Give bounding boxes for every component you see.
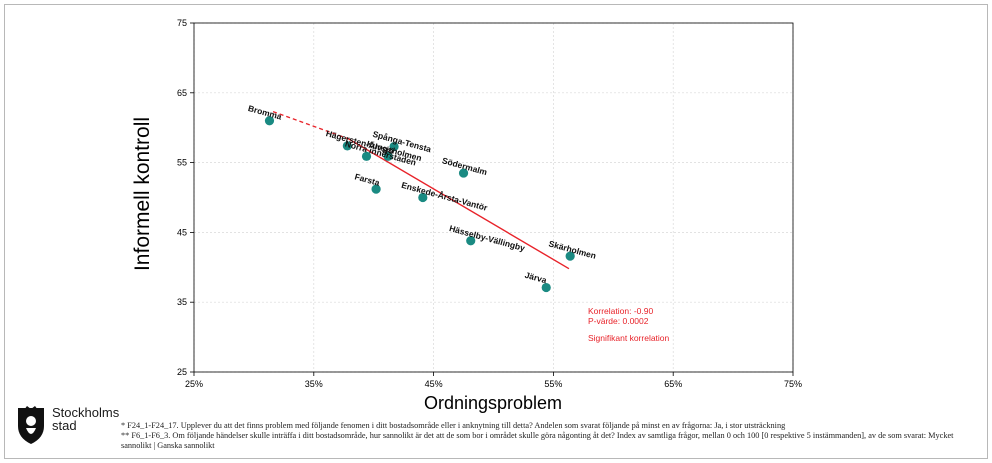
correlation-stats: Korrelation: -0.90 P-värde: 0.0002 Signi… <box>588 306 669 343</box>
logo-line-1: Stockholms <box>52 405 120 420</box>
trend-line <box>272 110 570 270</box>
x-axis-ticks: 25% 35% 45% 55% 65% 75% <box>185 372 802 389</box>
data-point <box>342 141 352 151</box>
correlation-value: Korrelation: -0.90 <box>588 306 654 316</box>
x-axis-label: Ordningsproblem <box>423 393 563 413</box>
point-label: Enskede-Årsta-Vantör <box>400 180 489 213</box>
y-tick-label: 55 <box>177 158 187 168</box>
footnote-2: ** F6_1-F6_3. Om följande händelser skul… <box>121 431 954 451</box>
logo-line-2: stad <box>52 418 77 433</box>
x-tick-label: 35% <box>305 379 323 389</box>
data-point <box>389 141 399 152</box>
y-tick-label: 35 <box>177 297 187 307</box>
data-point <box>361 151 372 161</box>
data-point <box>458 168 469 178</box>
y-axis-ticks: 25 35 45 55 65 75 <box>177 18 194 377</box>
x-tick-label: 55% <box>544 379 562 389</box>
data-point <box>541 282 551 293</box>
data-point <box>264 116 275 126</box>
y-axis-label: Informell kontroll <box>131 116 154 272</box>
x-tick-label: 65% <box>664 379 682 389</box>
data-point <box>466 236 476 246</box>
x-tick-label: 75% <box>784 379 802 389</box>
point-label: Farsta <box>354 171 382 187</box>
stockholms-stad-logo: Stockholms stad <box>16 404 136 448</box>
point-label: Hässelby-Vällingby <box>448 223 526 253</box>
data-point <box>418 192 428 203</box>
y-tick-label: 75 <box>177 18 187 28</box>
footnote-1: * F24_1-F24_17. Upplever du att det finn… <box>121 421 786 430</box>
y-tick-label: 65 <box>177 88 187 98</box>
x-tick-label: 45% <box>425 379 443 389</box>
crest-icon <box>18 406 44 444</box>
data-point <box>565 251 575 261</box>
trend-line-dashed <box>272 110 349 140</box>
y-tick-label: 25 <box>177 367 187 377</box>
data-point <box>383 151 393 161</box>
chart-frame: 25% 35% 45% 55% 65% 75% 25 35 45 55 65 75 Bromma Hä… <box>4 4 988 459</box>
trend-line-solid <box>348 138 570 270</box>
significance-note: Signifikant korrelation <box>588 333 670 343</box>
data-point <box>371 184 381 194</box>
data-points <box>264 116 575 293</box>
p-value: P-värde: 0.0002 <box>588 316 649 326</box>
x-tick-label: 25% <box>185 379 203 389</box>
footnotes: * F24_1-F24_17. Upplever du att det finn… <box>121 421 983 452</box>
plot-border <box>193 22 794 373</box>
point-label: Bromma <box>247 103 283 122</box>
point-label: Järva <box>524 270 548 286</box>
grid-lines <box>193 22 794 373</box>
y-tick-label: 45 <box>177 227 187 237</box>
